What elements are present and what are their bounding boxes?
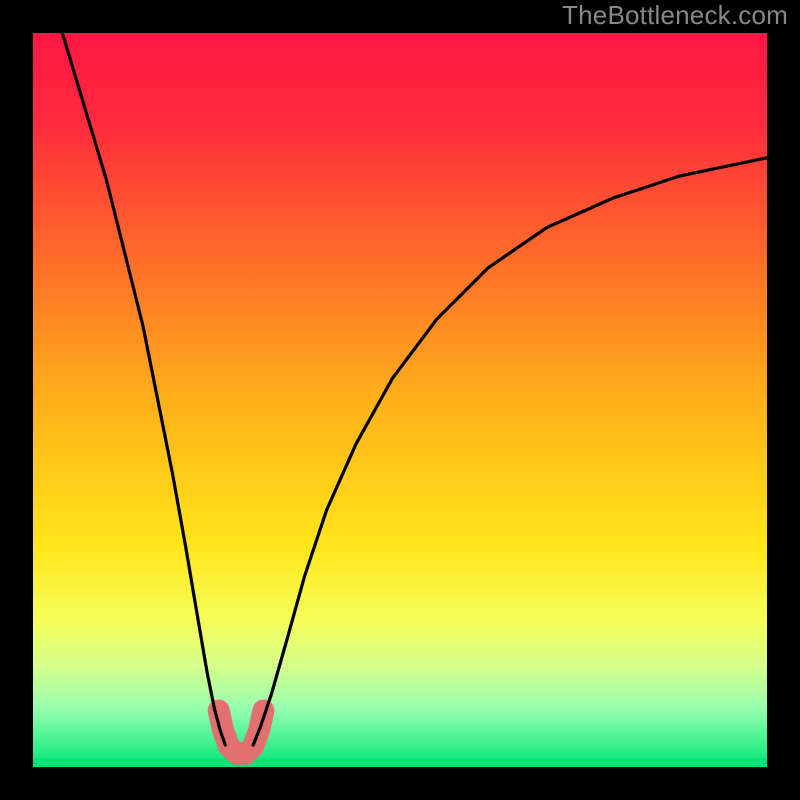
chart-plot bbox=[0, 0, 800, 800]
baseline-band bbox=[33, 758, 767, 767]
plot-background bbox=[33, 33, 767, 767]
chart-svg bbox=[0, 0, 800, 800]
chart-frame: TheBottleneck.com bbox=[0, 0, 800, 800]
watermark-text: TheBottleneck.com bbox=[562, 0, 788, 31]
